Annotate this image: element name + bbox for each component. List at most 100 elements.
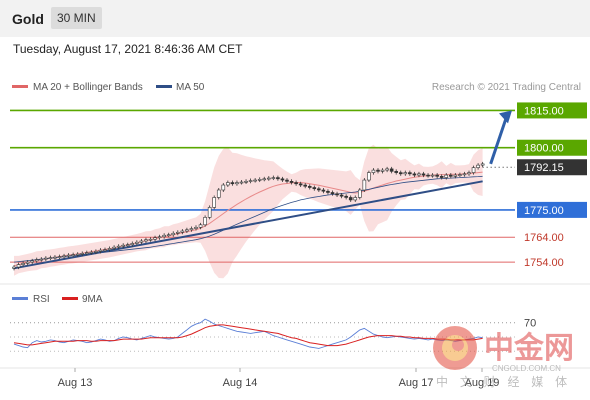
legend-label-bollinger: MA 20 + Bollinger Bands: [33, 82, 143, 93]
watermark-logo-core: [452, 339, 464, 351]
level-tag-1775.00: [517, 201, 587, 218]
candle-body-15: [80, 253, 85, 255]
last-price-tag: [517, 159, 587, 176]
candle-body-40: [194, 226, 198, 229]
candle-body-11: [62, 255, 66, 258]
candle-body-97: [453, 174, 458, 177]
candle-body-89: [417, 173, 421, 176]
candle-body-102: [476, 164, 480, 168]
candle-body-10: [57, 256, 62, 258]
forecast-arrow-shaft: [489, 117, 508, 165]
trendline: [13, 180, 483, 270]
candle-body-80: [376, 169, 380, 172]
legend-swatch-bollinger: [12, 85, 28, 88]
candle-body-31: [153, 237, 157, 240]
x-tick-Aug-19: Aug 19: [465, 377, 500, 389]
candle-body-54: [257, 179, 262, 181]
candle-body-67: [317, 188, 321, 191]
watermark-cn-name: 中金网: [484, 331, 574, 366]
candle-body-91: [426, 174, 430, 177]
candle-body-49: [235, 182, 239, 185]
candle-body-30: [148, 238, 153, 241]
x-tick-Aug-17: Aug 17: [399, 377, 434, 389]
candle-body-36: [176, 231, 180, 234]
candle-body-61: [289, 180, 294, 183]
candle-body-58: [276, 177, 280, 180]
candle-body-63: [298, 183, 303, 186]
candle-body-92: [430, 174, 435, 177]
candle-body-23: [116, 245, 121, 248]
candle-body-98: [458, 174, 462, 176]
candle-body-38: [185, 229, 189, 232]
rsi-ma-line: [13, 324, 483, 347]
candle-body-101: [471, 167, 476, 173]
level-label-1775.00: 1775.00: [524, 205, 564, 217]
candle-body-33: [162, 234, 166, 238]
candle-body-83: [389, 168, 394, 172]
candle-body-39: [189, 228, 194, 231]
candle-body-42: [203, 217, 207, 226]
candle-body-5: [34, 259, 39, 262]
date-line: Tuesday, August 17, 2021 8:46:36 AM CET: [13, 42, 243, 56]
candle-body-47: [226, 182, 230, 186]
legend-label-9ma: 9MA: [82, 294, 103, 305]
candle-body-87: [408, 172, 412, 175]
candle-body-53: [253, 179, 257, 182]
timeframe-button[interactable]: 30 MIN: [51, 7, 102, 29]
candle-body-4: [30, 260, 35, 263]
legend-swatch-ma50: [156, 85, 172, 88]
candle-body-82: [385, 168, 389, 171]
candle-body-19: [98, 249, 103, 252]
candle-body-28: [139, 240, 144, 243]
candle-body-46: [221, 184, 226, 191]
candle-body-95: [444, 174, 449, 178]
candle-body-88: [412, 173, 417, 176]
candle-body-12: [66, 254, 71, 257]
candle-body-56: [266, 177, 271, 180]
candle-body-48: [230, 182, 235, 185]
candle-body-14: [75, 253, 80, 256]
candle-body-21: [107, 248, 112, 250]
level-label-1800.00: 1800.00: [524, 143, 564, 155]
candle-body-29: [144, 239, 148, 242]
last-price-label: 1792.15: [524, 162, 564, 174]
level-label-1754.00: 1754.00: [524, 257, 564, 269]
candle-body-66: [312, 187, 317, 190]
candle-body-37: [180, 230, 185, 233]
candle-body-0: [12, 266, 16, 269]
candle-body-7: [44, 257, 48, 260]
candle-body-90: [421, 173, 426, 176]
x-tick-Aug-14: Aug 14: [223, 377, 258, 389]
rsi-line: [13, 318, 483, 349]
candle-body-75: [353, 197, 358, 201]
candle-body-25: [125, 244, 130, 247]
candle-body-57: [271, 177, 276, 179]
candle-body-81: [380, 169, 385, 172]
candle-body-45: [216, 189, 221, 198]
candle-body-76: [357, 189, 362, 198]
candle-body-27: [135, 241, 139, 244]
candle-body-94: [439, 176, 444, 178]
candle-body-77: [362, 179, 367, 191]
candle-body-50: [239, 181, 244, 184]
legend-label-rsi: RSI: [33, 294, 50, 305]
x-tick-Aug-13: Aug 13: [58, 377, 93, 389]
candle-body-34: [166, 234, 171, 237]
candle-body-32: [157, 236, 162, 239]
candle-body-41: [198, 224, 203, 228]
candle-body-70: [330, 192, 335, 195]
candle-body-74: [348, 197, 353, 201]
candle-body-55: [262, 178, 267, 181]
candle-body-2: [21, 263, 25, 265]
candle-body-73: [344, 195, 348, 198]
rsi-tick-70: 70: [524, 318, 536, 330]
candle-body-68: [321, 189, 326, 192]
candle-body-18: [94, 251, 98, 253]
candle-body-20: [103, 249, 107, 251]
legend-label-ma50: MA 50: [176, 82, 205, 93]
level-tag-1815.00: [517, 102, 587, 119]
watermark-tagline: 中 文 财 经 媒 体: [436, 374, 571, 389]
ma20-line: [13, 171, 483, 267]
candle-body-59: [280, 178, 285, 181]
